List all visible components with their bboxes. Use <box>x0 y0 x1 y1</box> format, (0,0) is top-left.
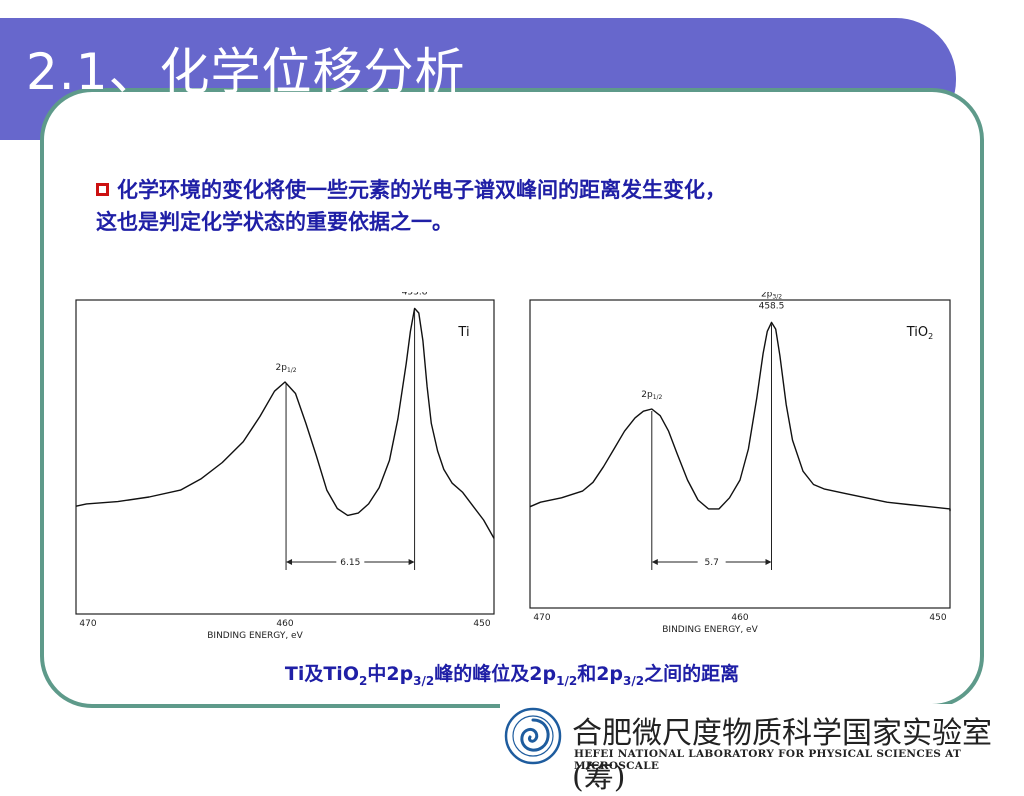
sample-label: Ti <box>457 325 469 340</box>
x-tick-label: 450 <box>929 613 946 623</box>
peak-value-label: 458.5 <box>759 301 785 311</box>
caption-text-5: 之间的距离 <box>644 663 740 685</box>
caption-text-3: 峰的峰位及2p <box>434 663 557 685</box>
slide-title: 2.1、化学位移分析 <box>26 43 466 101</box>
plot-frame <box>75 299 495 615</box>
caption-sub-3: 1/2 <box>556 673 578 688</box>
x-tick-label: 470 <box>79 619 96 629</box>
plot-frame <box>529 299 951 609</box>
spectrum-line <box>75 307 495 539</box>
x-tick-label: 450 <box>473 619 490 629</box>
separation-label-bg <box>697 556 726 567</box>
bullet-line-1: 化学环境的变化将使一些元素的光电子谱双峰间的距离发生变化， <box>117 178 726 202</box>
x-tick-label: 470 <box>533 613 550 623</box>
caption-sub-2: 3/2 <box>413 673 435 688</box>
peak-label: 2p1/2 <box>275 363 296 374</box>
chart-panel-tio2: 470 460 450 BINDING ENERGY, eV 2p1/2 2p3/2 458… <box>522 292 968 644</box>
bullet-square-icon <box>96 183 109 196</box>
chart-tio2: 470 460 450 BINDING ENERGY, eV 2p1/2 2p3/2458… <box>529 292 951 635</box>
caption-text-4: 和2p <box>577 663 624 685</box>
lab-logo: 合肥微尺度物质科学国家实验室(筹) HEFEI NATIONAL LABORAT… <box>500 704 1024 795</box>
x-tick-label: 460 <box>731 613 748 623</box>
peak-label: 2p1/2 <box>641 390 662 401</box>
separation-label: 5.7 <box>704 558 718 568</box>
arrow-head-right <box>765 559 772 565</box>
peak-value-label: 453.8 <box>402 292 428 297</box>
caption-sub-1: 2 <box>358 673 368 688</box>
caption-text-1: Ti及TiO <box>284 663 359 685</box>
caption-text-2: 中2p <box>367 663 414 685</box>
figure-caption: Ti及TiO2中2p3/2峰的峰位及2p1/2和2p3/2之间的距离 <box>0 659 1024 688</box>
peak-label: 2p3/2 <box>761 292 782 300</box>
spectrum-line <box>529 321 951 512</box>
lab-seal-icon <box>504 707 562 765</box>
separation-label: 6.15 <box>340 558 360 568</box>
x-axis-label: BINDING ENERGY, eV <box>207 631 303 641</box>
arrow-head-right <box>408 559 415 565</box>
separation-label-bg <box>336 556 365 567</box>
bullet-line-2: 这也是判定化学状态的重要依据之一。 <box>96 210 453 234</box>
lab-name-en: HEFEI NATIONAL LABORATORY FOR PHYSICAL S… <box>574 748 962 772</box>
arrow-head-left <box>651 559 658 565</box>
arrow-head-left <box>286 559 293 565</box>
x-tick-label: 460 <box>276 619 293 629</box>
caption-sub-4: 3/2 <box>623 673 645 688</box>
sample-label: TiO2 <box>906 325 933 341</box>
bullet-paragraph: 化学环境的变化将使一些元素的光电子谱双峰间的距离发生变化， 这也是判定化学状态的… <box>96 174 956 238</box>
x-axis-label: BINDING ENERGY, eV <box>662 625 758 635</box>
